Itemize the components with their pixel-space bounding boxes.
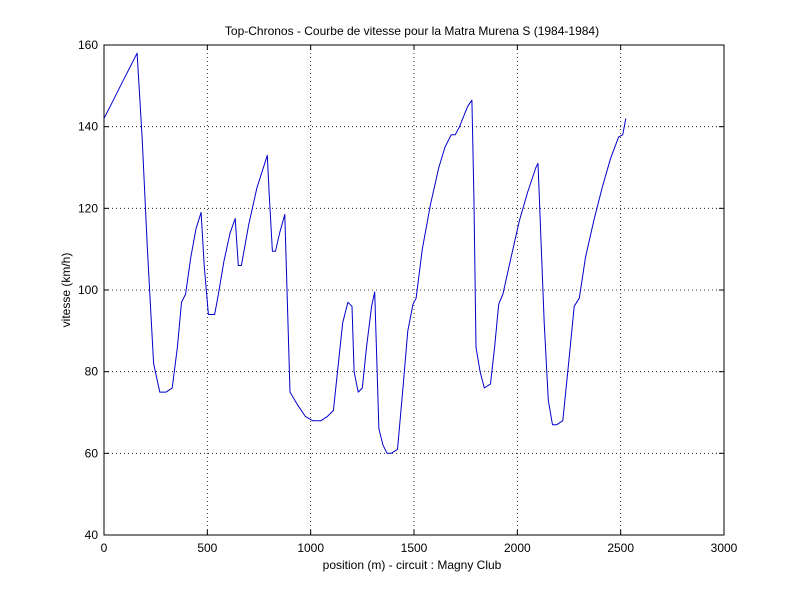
y-tick-label: 60 xyxy=(85,446,99,460)
y-tick-label: 40 xyxy=(85,528,99,542)
grid xyxy=(104,45,724,535)
y-tick-label: 80 xyxy=(85,365,99,379)
y-axis-label: vitesse (km/h) xyxy=(59,253,73,328)
x-tick-label: 0 xyxy=(101,541,108,555)
y-tick-label: 140 xyxy=(78,120,98,134)
x-axis-label: position (m) - circuit : Magny Club xyxy=(323,558,502,572)
chart-title: Top-Chronos - Courbe de vitesse pour la … xyxy=(225,24,599,38)
y-tick-label: 160 xyxy=(78,38,98,52)
x-tick-label: 2500 xyxy=(607,541,634,555)
series-group xyxy=(103,52,627,454)
y-tick-label: 100 xyxy=(78,283,98,297)
y-tick-label: 120 xyxy=(78,201,98,215)
speed-series-line xyxy=(103,52,627,454)
x-tick-label: 500 xyxy=(197,541,217,555)
x-tick-label: 1000 xyxy=(297,541,324,555)
x-tick-label: 1500 xyxy=(401,541,428,555)
x-tick-label: 3000 xyxy=(711,541,738,555)
x-tick-label: 2000 xyxy=(504,541,531,555)
axis-ticks: 0 500 1000 1500 2000 2500 3000 40 60 80 100 120 140 1… xyxy=(78,38,738,555)
